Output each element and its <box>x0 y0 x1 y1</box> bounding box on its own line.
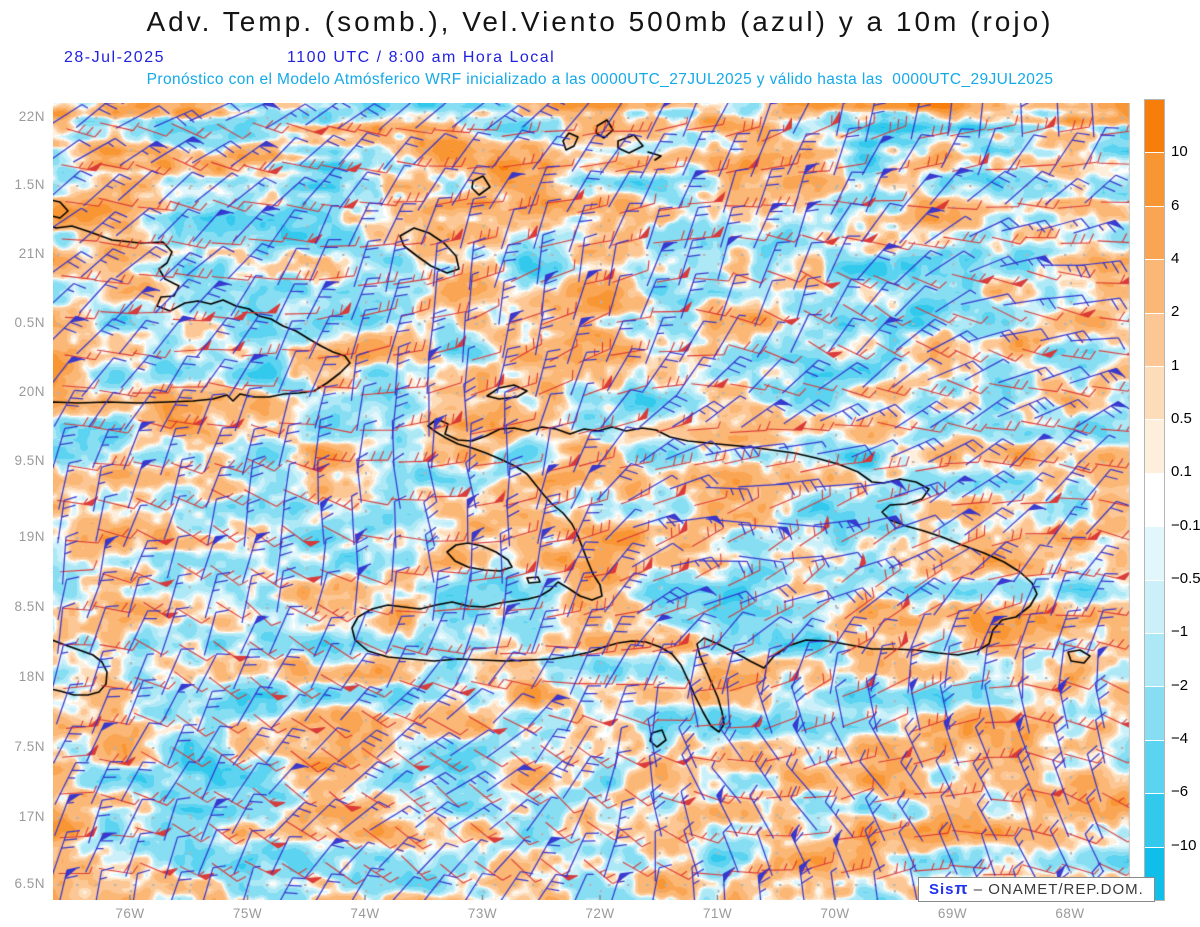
colorbar-label-6: 6 <box>1171 196 1180 214</box>
colorbar-segment-10 <box>1145 633 1164 687</box>
lon-label-69W: 69W <box>937 906 968 921</box>
colorbar-segment-4 <box>1145 312 1164 367</box>
colorbar-segment-11 <box>1145 686 1164 740</box>
lat-label-17N: 17N <box>18 809 45 824</box>
lon-label-74W: 74W <box>350 906 380 921</box>
branding-box: Sisπ – ONAMET/REP.DOM. <box>918 877 1155 902</box>
colorbar-label--6: −6 <box>1171 783 1189 801</box>
colorbar-label-0.5: 0.5 <box>1171 410 1192 427</box>
colorbar-segment-6 <box>1145 419 1164 473</box>
lat-label-9.5N: 9.5N <box>14 453 45 468</box>
lat-label-1.5N: 1.5N <box>14 177 45 192</box>
colorbar-segment-5 <box>1145 366 1164 420</box>
colorbar-label--1: −1 <box>1171 623 1189 641</box>
colorbar-label--0.1: −0.1 <box>1171 516 1200 534</box>
colorbar-label-4: 4 <box>1171 250 1180 267</box>
colorbar-label-2: 2 <box>1171 303 1180 321</box>
lat-label-19N: 19N <box>18 529 45 544</box>
model-init-info: Pronóstico con el Modelo Atmósferico WRF… <box>146 71 1054 88</box>
colorbar-segment-2 <box>1145 205 1164 260</box>
lat-label-0.5N: 0.5N <box>14 315 45 330</box>
colorbar-label--0.5: −0.5 <box>1171 570 1200 587</box>
colorbar-segment-3 <box>1145 259 1164 313</box>
colorbar-label-1: 1 <box>1171 356 1180 374</box>
lat-label-20N: 20N <box>18 384 45 399</box>
lat-label-8.5N: 8.5N <box>14 599 45 614</box>
colorbar-label--4: −4 <box>1171 730 1189 747</box>
colorbar-segment-7 <box>1145 472 1164 527</box>
lon-label-68W: 68W <box>1055 906 1085 921</box>
colorbar-segment-8 <box>1145 526 1164 580</box>
lat-label-18N: 18N <box>18 669 45 684</box>
lon-label-76W: 76W <box>115 906 145 921</box>
lat-label-7.5N: 7.5N <box>14 739 45 754</box>
colorbar-label--10: −10 <box>1171 836 1197 854</box>
colorbar-segment-12 <box>1145 739 1164 794</box>
lon-label-72W: 72W <box>585 906 615 921</box>
weather-map-canvas <box>53 103 1130 900</box>
lon-label-71W: 71W <box>702 906 733 921</box>
sistt-logo-pi: π <box>954 879 969 898</box>
valid-date: 28-Jul-2025 <box>64 49 165 66</box>
branding-org: – ONAMET/REP.DOM. <box>968 881 1144 898</box>
advection-colorbar <box>1144 99 1165 901</box>
colorbar-label-10: 10 <box>1171 143 1188 161</box>
colorbar-label--2: −2 <box>1171 676 1189 694</box>
lat-label-21N: 21N <box>18 246 45 261</box>
lat-label-6.5N: 6.5N <box>14 876 45 891</box>
lat-label-22N: 22N <box>18 109 45 124</box>
colorbar-segment-0 <box>1145 100 1164 153</box>
chart-title: Adv. Temp. (somb.), Vel.Viento 500mb (az… <box>146 6 1054 37</box>
valid-time: 1100 UTC / 8:00 am Hora Local <box>287 49 556 66</box>
lon-label-75W: 75W <box>232 906 263 921</box>
lon-label-70W: 70W <box>820 906 850 921</box>
colorbar-segment-9 <box>1145 579 1164 634</box>
colorbar-segment-13 <box>1145 793 1164 847</box>
sistt-logo-sis: Sis <box>929 881 955 898</box>
lon-label-73W: 73W <box>467 906 498 921</box>
colorbar-segment-1 <box>1145 152 1164 206</box>
colorbar-label-0.1: 0.1 <box>1171 463 1192 481</box>
